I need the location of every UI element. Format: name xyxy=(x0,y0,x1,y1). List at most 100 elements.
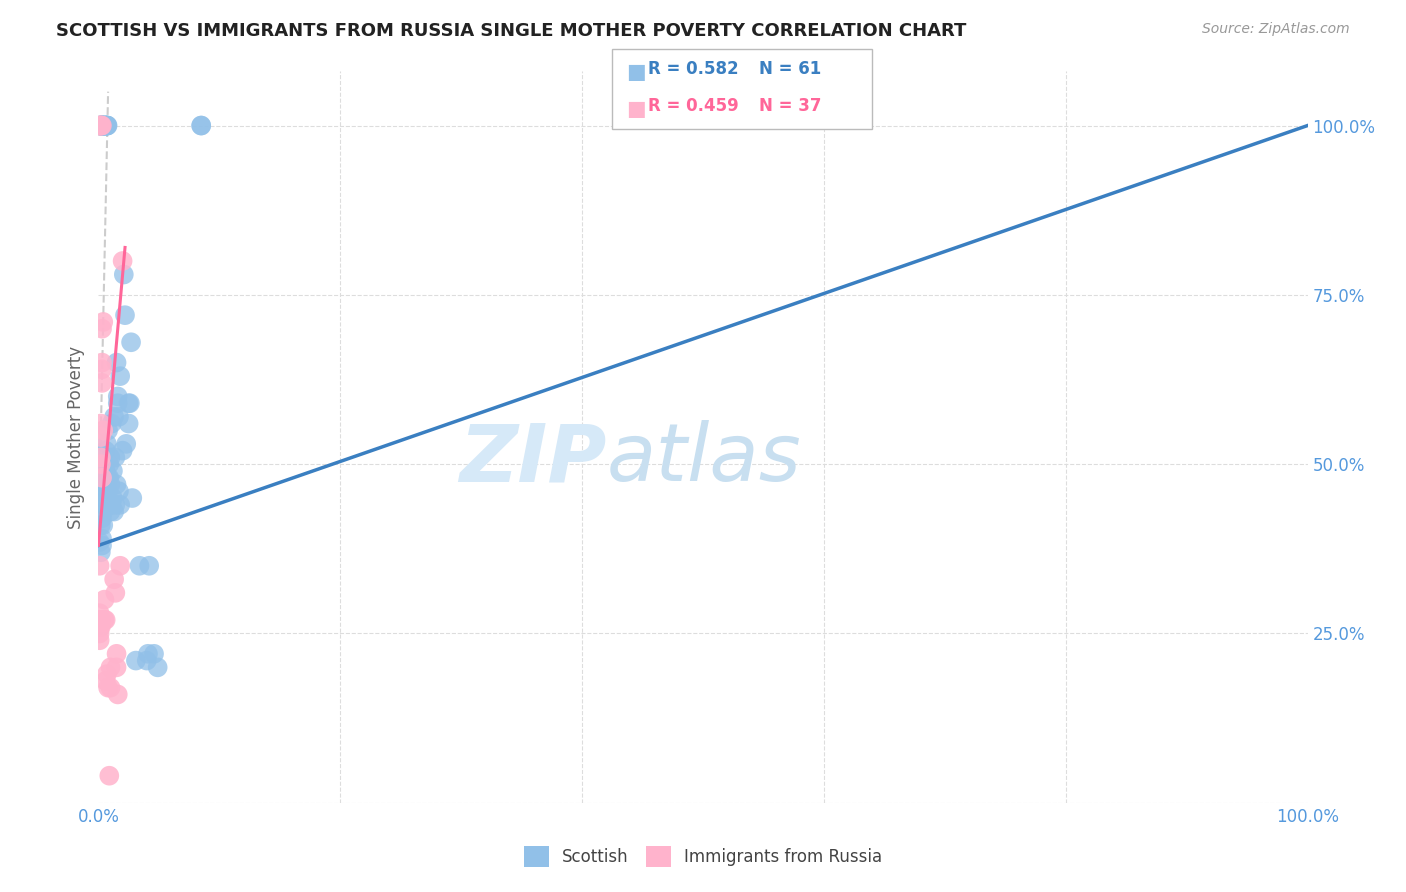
Point xyxy=(104,450,127,465)
Point xyxy=(97,471,120,485)
Point xyxy=(91,355,114,369)
Point xyxy=(93,592,115,607)
Point xyxy=(101,491,124,505)
Point xyxy=(90,119,112,133)
Point xyxy=(128,558,150,573)
Point xyxy=(112,268,135,282)
Point xyxy=(90,457,112,471)
Point xyxy=(100,477,122,491)
Point xyxy=(90,119,112,133)
Point xyxy=(96,119,118,133)
Point xyxy=(89,613,111,627)
Point xyxy=(118,417,141,431)
Point xyxy=(96,484,118,499)
Y-axis label: Single Mother Poverty: Single Mother Poverty xyxy=(66,345,84,529)
Point xyxy=(97,119,120,133)
Text: ZIP: ZIP xyxy=(458,420,606,498)
Text: R = 0.459: R = 0.459 xyxy=(648,97,740,115)
Point xyxy=(96,667,118,681)
Point xyxy=(125,654,148,668)
Point xyxy=(91,518,114,533)
Point xyxy=(105,660,128,674)
Point xyxy=(98,471,121,485)
Point xyxy=(91,511,114,525)
Point xyxy=(91,505,114,519)
Text: SCOTTISH VS IMMIGRANTS FROM RUSSIA SINGLE MOTHER POVERTY CORRELATION CHART: SCOTTISH VS IMMIGRANTS FROM RUSSIA SINGL… xyxy=(56,22,966,40)
Point xyxy=(90,545,112,559)
Point xyxy=(111,443,134,458)
Point xyxy=(121,491,143,505)
Point xyxy=(100,681,122,695)
Point xyxy=(146,660,169,674)
Point xyxy=(91,322,114,336)
Point xyxy=(100,660,122,674)
Point xyxy=(89,633,111,648)
Point xyxy=(111,254,134,268)
Point xyxy=(91,477,114,491)
Point xyxy=(89,535,111,549)
Point xyxy=(93,471,115,485)
Point xyxy=(93,119,115,133)
Point xyxy=(90,417,112,431)
Point xyxy=(89,119,111,133)
Point xyxy=(90,613,112,627)
Point xyxy=(91,119,114,133)
Text: R = 0.582: R = 0.582 xyxy=(648,60,738,78)
Point xyxy=(89,119,111,133)
Point xyxy=(108,409,131,424)
Point xyxy=(143,647,166,661)
Point xyxy=(103,409,125,424)
Point xyxy=(96,119,118,133)
Point xyxy=(90,119,112,133)
Point xyxy=(100,505,122,519)
Point xyxy=(101,464,124,478)
Point xyxy=(90,119,112,133)
Point xyxy=(91,119,114,133)
Text: ■: ■ xyxy=(626,99,645,119)
Point xyxy=(105,647,128,661)
Point xyxy=(96,437,118,451)
Text: N = 61: N = 61 xyxy=(759,60,821,78)
Point xyxy=(89,626,111,640)
Point xyxy=(93,484,115,499)
Point xyxy=(107,688,129,702)
Point xyxy=(89,620,111,634)
Point xyxy=(108,369,131,384)
Point xyxy=(104,586,127,600)
Point xyxy=(91,119,114,133)
Point xyxy=(93,613,115,627)
Point xyxy=(94,613,117,627)
Text: Source: ZipAtlas.com: Source: ZipAtlas.com xyxy=(1202,22,1350,37)
Point xyxy=(91,376,114,390)
Point xyxy=(96,119,118,133)
Point xyxy=(190,119,212,133)
Point xyxy=(108,558,131,573)
Point xyxy=(107,396,129,410)
Point xyxy=(91,423,114,437)
Point xyxy=(103,505,125,519)
Point xyxy=(91,498,114,512)
Point xyxy=(103,572,125,586)
Point xyxy=(91,532,114,546)
Point xyxy=(96,477,118,491)
Point xyxy=(100,498,122,512)
Point xyxy=(89,119,111,133)
Point xyxy=(94,119,117,133)
Point xyxy=(93,491,115,505)
Point xyxy=(91,362,114,376)
Point xyxy=(96,119,118,133)
Point xyxy=(91,471,114,485)
Point xyxy=(94,119,117,133)
Point xyxy=(94,464,117,478)
Point xyxy=(120,335,142,350)
Point xyxy=(105,355,128,369)
Text: ■: ■ xyxy=(626,62,645,81)
Text: atlas: atlas xyxy=(606,420,801,498)
Point xyxy=(91,538,114,552)
Point xyxy=(91,315,114,329)
Point xyxy=(90,430,112,444)
Point xyxy=(93,119,115,133)
Point xyxy=(97,681,120,695)
Point xyxy=(90,450,112,465)
Point xyxy=(98,457,121,471)
